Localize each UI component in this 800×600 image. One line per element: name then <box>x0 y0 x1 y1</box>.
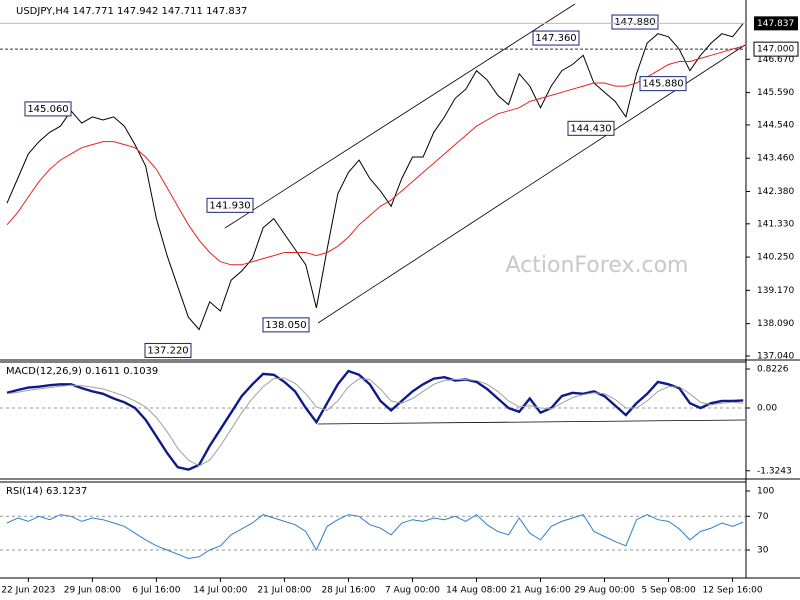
annotation-label: 145.880 <box>642 79 683 90</box>
x-tick-label: 14 Jul 00:00 <box>193 586 247 596</box>
x-tick-label: 28 Jul 16:00 <box>321 586 375 596</box>
x-tick-label: 14 Aug 08:00 <box>446 586 507 596</box>
trend-line <box>317 419 746 425</box>
x-tick-label: 7 Aug 00:00 <box>385 586 440 596</box>
annotation-label: 147.880 <box>614 17 655 28</box>
series-line <box>6 377 744 467</box>
y-tick-label: 138.090 <box>757 319 794 329</box>
panel-title: RSI(14) 63.1237 <box>6 486 87 497</box>
annotation-label: 141.930 <box>209 200 250 211</box>
x-tick-label: 6 Jul 16:00 <box>132 586 181 596</box>
annotation-box <box>567 120 615 136</box>
y-tick-label: 0.8226 <box>757 364 789 374</box>
y-tick-label: 0.00 <box>757 403 777 413</box>
panel-title: USDJPY,H4 147.771 147.942 147.711 147.83… <box>16 6 247 17</box>
x-tick-label: 21 Aug 16:00 <box>510 586 571 596</box>
annotation-label: 145.060 <box>27 104 68 115</box>
y-tick-label: 146.670 <box>757 55 794 65</box>
x-tick-label: 29 Aug 00:00 <box>574 586 635 596</box>
y-tick-label: 144.540 <box>757 120 794 130</box>
watermark: ActionForex.com <box>506 253 689 278</box>
y-tick-label: 137.040 <box>757 351 794 361</box>
x-tick-label: 12 Sep 16:00 <box>703 586 763 596</box>
channel-line <box>317 44 746 324</box>
series-line <box>6 513 744 560</box>
y-tick-label: 143.460 <box>757 154 794 164</box>
x-tick-label: 22 Jun 2023 <box>1 586 55 596</box>
annotation-box <box>144 342 192 358</box>
annotation-box <box>639 76 687 92</box>
y-tick-label: 141.330 <box>757 219 794 229</box>
y-tick-label: 140.250 <box>757 253 794 263</box>
series-line <box>6 369 744 471</box>
annotation-box <box>24 101 72 117</box>
y-tick-label: 145.590 <box>757 88 794 98</box>
last-price-label: 147.837 <box>757 19 794 29</box>
y-tick-label: 142.380 <box>757 187 794 197</box>
annotation-label: 147.360 <box>535 33 576 44</box>
annotation-box <box>532 30 580 46</box>
panel-title: MACD(12,26,9) 0.1611 0.1039 <box>6 366 158 377</box>
x-tick-label: 21 Jul 08:00 <box>257 586 311 596</box>
series-line <box>6 23 744 331</box>
level-label: 147.000 <box>757 45 794 55</box>
annotation-label: 144.430 <box>570 123 611 134</box>
y-tick-label: 100 <box>757 486 774 496</box>
annotation-label: 138.050 <box>265 320 306 331</box>
annotation-box <box>206 197 254 213</box>
annotation-box <box>611 14 659 30</box>
level-box <box>753 41 799 57</box>
annotation-box <box>262 317 310 333</box>
y-tick-label: 70 <box>757 512 769 522</box>
last-price-box <box>754 16 798 31</box>
x-tick-label: 29 Jun 08:00 <box>64 586 121 596</box>
y-tick-label: 30 <box>757 546 769 556</box>
x-tick-label: 5 Sep 08:00 <box>641 586 696 596</box>
series-line <box>6 45 744 266</box>
channel-line <box>224 3 576 229</box>
y-tick-label: -1.3243 <box>757 466 792 476</box>
annotation-label: 137.220 <box>147 345 188 356</box>
y-tick-label: 139.170 <box>757 286 794 296</box>
